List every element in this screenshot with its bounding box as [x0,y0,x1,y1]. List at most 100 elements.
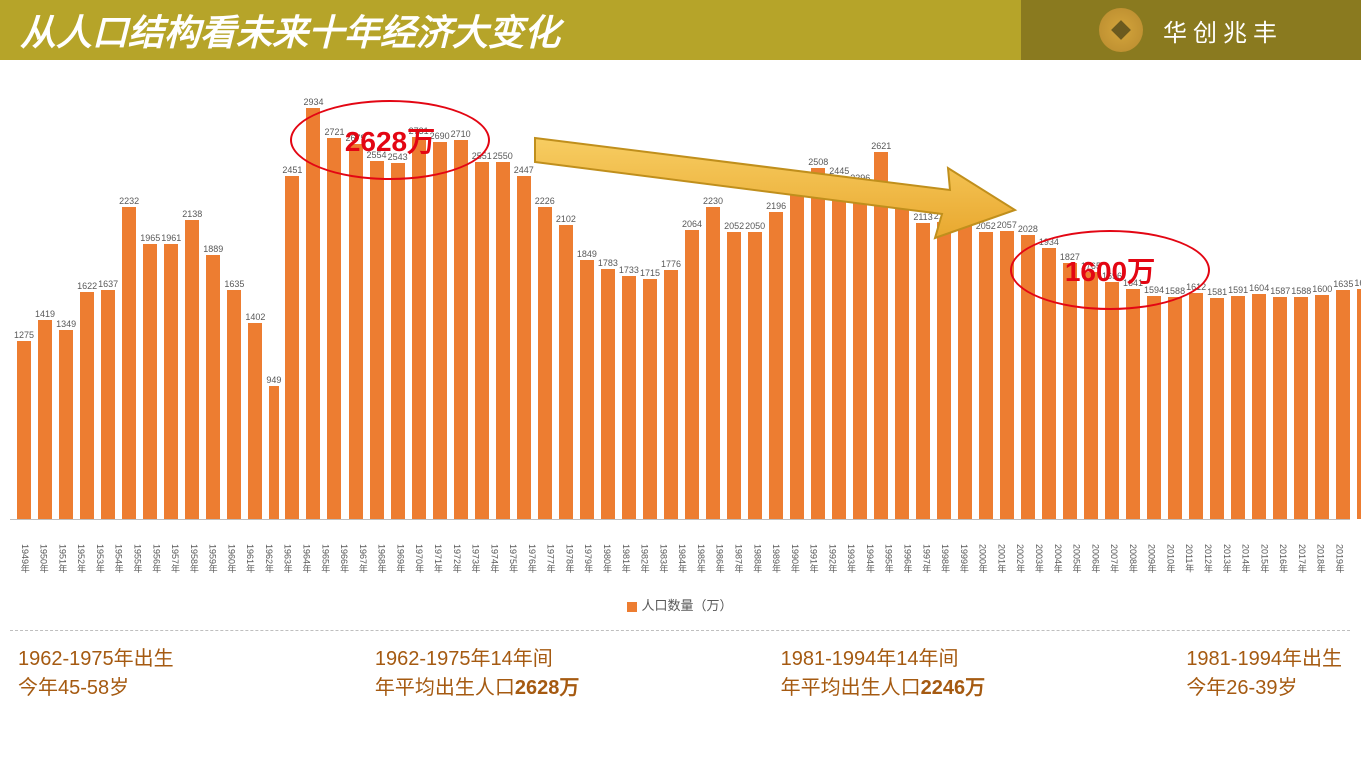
bar-column: 2731 [409,126,429,519]
bar-rect [559,225,573,519]
bar-column: 2934 [303,97,323,519]
bar-rect [1042,248,1056,519]
bar-column: 1733 [619,265,639,519]
x-label: 1954年 [108,524,126,590]
bar-value-label: 2138 [182,209,202,219]
bar-column: 1594 [1144,285,1164,519]
x-label: 1997年 [916,524,934,590]
bar-column: 2250 [892,193,912,519]
x-label: 2008年 [1122,524,1140,590]
bar-rect [937,222,951,519]
bar-value-label: 1637 [98,279,118,289]
bar-rect [143,244,157,519]
bar-value-label: 2721 [324,127,344,137]
bar-column: 2396 [850,173,870,519]
bar-column: 2064 [682,219,702,519]
bar-column: 2230 [703,196,723,519]
x-label: 1988年 [746,524,764,590]
bar-rect [853,184,867,519]
bar-value-label: 1733 [619,265,639,275]
bar-column: 1849 [577,249,597,519]
x-label: 1962年 [258,524,276,590]
bar-rect [1147,296,1161,519]
bar-value-label: 2102 [556,214,576,224]
page-title: 从人口结构看未来十年经济大变化 [20,4,560,56]
brand-name: 华创兆丰 [1163,13,1283,48]
bar-rect [391,163,405,519]
bar-column: 2710 [451,129,471,519]
title-bar: 从人口结构看未来十年经济大变化 [0,0,1021,60]
bar-rect [412,137,426,519]
bar-column: 1604 [1249,283,1269,519]
bar-column: 1965 [140,233,160,519]
bar-rect [622,276,636,519]
bar-rect [370,161,384,519]
bar-column: 2374 [787,176,807,519]
bar-column: 1588 [1165,286,1185,519]
bar-rect [664,270,678,519]
bar-column: 1783 [598,258,618,519]
coin-icon [1099,8,1143,52]
x-label: 1985年 [690,524,708,590]
bar-value-label: 1635 [1333,279,1353,289]
chart-legend: 人口数量（万） [10,595,1350,614]
x-label: 1990年 [784,524,802,590]
bar-value-label: 1587 [1270,286,1290,296]
bar-value-label: 1776 [661,259,681,269]
bar-rect [475,162,489,519]
bar-rect [1294,297,1308,519]
bar-column: 1612 [1186,282,1206,519]
bar-rect [979,232,993,519]
bar-column: 2445 [829,166,849,519]
bar-rect [706,207,720,519]
bar-rect [580,260,594,519]
bar-column: 1622 [77,281,97,519]
x-label: 1950年 [33,524,51,590]
x-label: 1957年 [164,524,182,590]
bar-rect [433,142,447,519]
bar-column: 1600 [1312,284,1332,519]
bar-column: 2543 [388,152,408,519]
bar-column: 2050 [745,221,765,519]
bar-value-label: 2451 [282,165,302,175]
bar-column: 2102 [556,214,576,519]
bar-column: 2138 [182,209,202,519]
x-label: 2017年 [1291,524,1309,590]
footer-note: 1981-1994年出生今年26-39岁 [1186,645,1342,703]
bar-rect [1357,289,1361,519]
bar-column: 1961 [161,233,181,519]
x-label: 2005年 [1066,524,1084,590]
x-label: 1991年 [803,524,821,590]
bar-column: 2120 [934,211,954,519]
x-label: 1987年 [728,524,746,590]
x-label: 1958年 [183,524,201,590]
header: 从人口结构看未来十年经济大变化 华创兆丰 [0,0,1361,60]
x-label: 1969年 [390,524,408,590]
bar-column: 1419 [35,309,55,519]
bar-value-label: 2374 [787,176,807,186]
x-label: 1995年 [878,524,896,590]
bar-column: 1635 [1333,279,1353,519]
bar-value-label: 2028 [1018,224,1038,234]
bar-value-label: 1715 [640,268,660,278]
x-label: 2009年 [1141,524,1159,590]
bar-rect [601,269,615,519]
footer-note: 1962-1975年出生今年45-58岁 [18,645,174,703]
bar-column: 1635 [224,279,244,519]
x-label: 1963年 [277,524,295,590]
bar-rect [685,230,699,519]
x-label: 2019年 [1329,524,1347,590]
x-label: 1976年 [521,524,539,590]
bar-rect [1189,293,1203,519]
x-label: 2012年 [1197,524,1215,590]
bar-value-label: 2050 [745,221,765,231]
x-label: 1971年 [427,524,445,590]
bar-rect [1210,298,1224,519]
bar-rect [643,279,657,519]
bar-value-label: 1612 [1186,282,1206,292]
bar-rect [1231,296,1245,519]
bar-value-label: 2710 [451,129,471,139]
bar-column: 1402 [245,312,265,519]
bar-column: 2451 [282,165,302,519]
x-label: 1955年 [127,524,145,590]
